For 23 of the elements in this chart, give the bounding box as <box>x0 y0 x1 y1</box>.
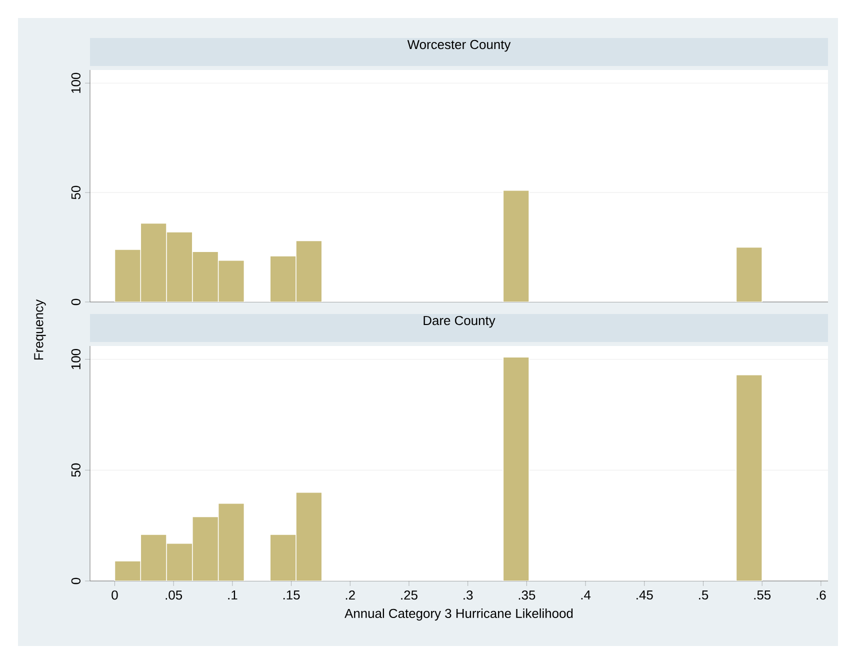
x-tick-label: .4 <box>581 590 591 600</box>
x-tick-label: .05 <box>166 590 182 600</box>
y-tick-label: 0 <box>71 578 80 584</box>
x-tick-label: .15 <box>283 590 300 600</box>
y-tick-label: 50 <box>71 463 80 477</box>
y-axis-title: Frequency <box>34 299 46 360</box>
x-tick-label: .35 <box>518 590 536 600</box>
y-tick-label: 0 <box>71 298 80 306</box>
x-tick-label: .5 <box>699 590 708 600</box>
y-tick-label: 50 <box>71 186 80 200</box>
y-tick-label: 100 <box>71 348 80 370</box>
x-tick-label: .25 <box>401 590 418 600</box>
x-tick-label: .1 <box>228 590 238 600</box>
chart-title: Worcester County <box>407 40 511 52</box>
x-tick-label: .45 <box>636 590 653 600</box>
x-axis-title: Annual Category 3 Hurricane Likelihood <box>344 608 573 621</box>
y-tick-label: 100 <box>71 72 80 93</box>
x-tick-label: .2 <box>346 590 355 600</box>
x-tick-label: .3 <box>464 590 473 600</box>
chart-title: Dare County <box>424 316 496 328</box>
x-tick-label: .6 <box>816 590 826 600</box>
x-tick-label: 0 <box>112 590 118 600</box>
x-tick-label: .55 <box>754 590 771 600</box>
